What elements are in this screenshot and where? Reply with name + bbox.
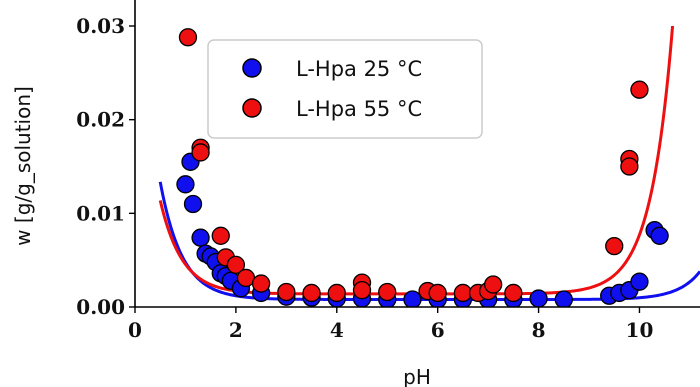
data-point-s1-2 [191,143,210,162]
x-tick-label-5: 10 [626,318,654,342]
tick-labels: 0 2 4 6 8 10 0.00 0.01 0.02 0.03 [76,14,653,342]
data-point-s0-22 [529,289,548,307]
data-point-s1-24 [630,80,649,99]
legend-marker-25c [242,58,262,78]
data-point-s1-3 [211,226,230,245]
data-point-s1-5 [226,255,246,275]
data-points [176,28,669,307]
y-axis-label: w [g/g_solution] [11,86,35,246]
y-tick-label-1: 0.01 [76,201,125,225]
data-point-s1-0 [178,28,198,47]
y-tick-label-3: 0.03 [76,14,125,38]
axes [129,0,700,313]
x-axis-label: pH [403,365,431,387]
legend-label-55c: L-Hpa 55 °C [296,97,422,121]
x-tick-label-0: 0 [128,318,142,342]
data-point-s1-9 [302,283,321,303]
data-point-s1-8 [277,282,296,302]
data-point-s0-23 [554,290,573,307]
data-point-s0-0 [176,175,195,194]
legend-marker-55c [242,98,262,118]
data-point-s1-19 [484,275,503,294]
data-point-s1-7 [251,274,271,293]
data-point-s1-21 [605,236,624,256]
data-point-s0-2 [183,194,203,214]
data-point-s0-29 [650,226,669,245]
data-point-s0-3 [191,228,210,247]
y-tick-label-2: 0.02 [76,108,125,132]
data-point-s0-17 [403,290,422,307]
y-tick-label-0: 0.00 [76,295,125,319]
x-tick-label-4: 8 [532,318,546,342]
data-point-s1-13 [378,282,397,302]
x-tick-label-2: 4 [330,318,344,342]
data-point-s1-10 [327,283,346,303]
data-point-s1-20 [504,283,523,303]
legend: L-Hpa 25 °C L-Hpa 55 °C [207,39,483,139]
legend-label-25c: L-Hpa 25 °C [296,57,422,81]
data-point-s1-15 [428,283,447,303]
legend-frame [207,39,483,139]
data-point-s1-23 [620,157,639,176]
data-point-s1-12 [352,280,372,300]
x-tick-label-3: 6 [431,318,445,342]
x-tick-label-1: 2 [229,318,243,342]
data-point-s0-27 [630,272,649,291]
data-point-s1-6 [236,268,256,288]
data-point-s1-16 [453,283,473,303]
